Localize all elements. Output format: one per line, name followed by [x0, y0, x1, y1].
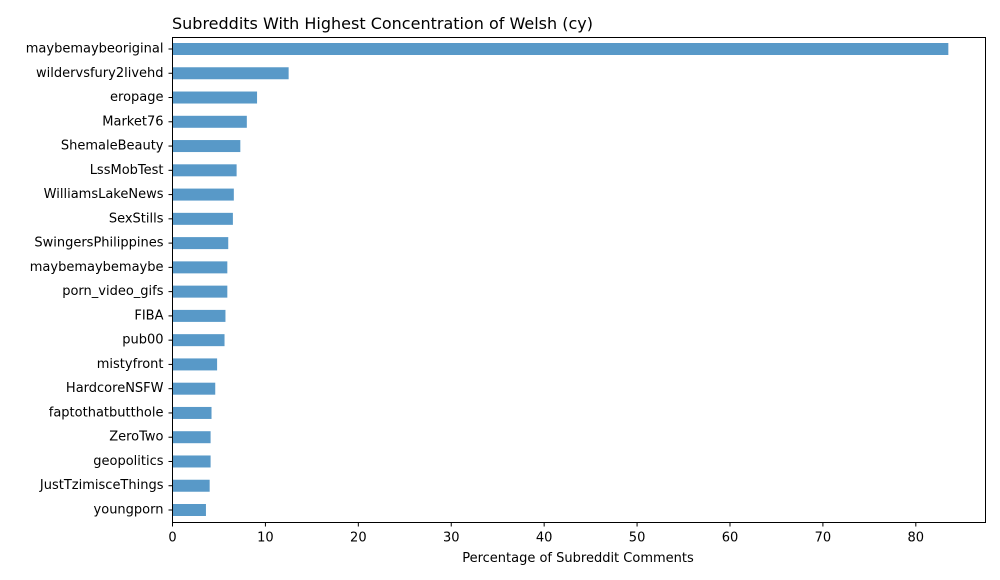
bar [172, 43, 949, 55]
y-tick-label: maybemaybemaybe [30, 260, 164, 275]
y-tick-label: LssMobTest [90, 163, 164, 178]
x-tick-label: 60 [722, 531, 739, 546]
y-tick-label: SwingersPhilippines [34, 236, 163, 251]
y-tick-label: WilliamsLakeNews [44, 187, 164, 202]
x-tick-label: 70 [815, 531, 832, 546]
bar [172, 188, 234, 201]
x-axis-label: Percentage of Subreddit Comments [462, 551, 694, 566]
y-tick-label: eropage [110, 90, 163, 105]
x-tick-label: 0 [168, 531, 176, 546]
x-tick-label: 80 [908, 531, 925, 546]
y-tick-label: maybemaybeoriginal [26, 42, 164, 57]
bar [172, 334, 225, 347]
bar [172, 140, 241, 153]
chart-title: Subreddits With Highest Concentration of… [172, 14, 593, 33]
y-tick-label: HardcoreNSFW [66, 381, 164, 396]
plot-area: maybemaybeoriginal wildervsfury2livehd ero… [26, 42, 949, 546]
y-tick-label: pub00 [122, 333, 163, 348]
bar [172, 455, 211, 468]
bar [172, 431, 211, 444]
bar [172, 309, 226, 322]
y-tick-label: ZeroTwo [109, 430, 163, 445]
bar [172, 67, 289, 80]
x-tick-label: 50 [629, 531, 646, 546]
y-tick-label: Market76 [102, 114, 163, 129]
y-tick-label: JustTzimisceThings [39, 478, 164, 493]
x-tick-label: 30 [443, 531, 460, 546]
x-tick-label: 10 [257, 531, 274, 546]
bar [172, 382, 216, 395]
bar [172, 164, 237, 177]
y-tick-label: SexStills [109, 211, 164, 226]
bar [172, 261, 228, 274]
bar [172, 504, 206, 516]
bar [172, 479, 210, 492]
bar [172, 212, 233, 225]
x-tick-label: 40 [536, 531, 553, 546]
y-tick-label: youngporn [94, 503, 164, 518]
bar [172, 406, 212, 419]
y-tick-label: wildervsfury2livehd [36, 66, 163, 81]
y-tick-label: geopolitics [93, 454, 163, 469]
y-tick-label: FIBA [134, 308, 163, 323]
plot-frame [172, 37, 986, 523]
bar [172, 358, 218, 371]
bar [172, 237, 229, 250]
y-tick-label: faptothatbutthole [49, 405, 164, 420]
y-tick-label: mistyfront [97, 357, 164, 372]
bar [172, 115, 247, 128]
y-tick-label: ShemaleBeauty [61, 139, 164, 154]
bar [172, 285, 228, 298]
bar [172, 91, 258, 104]
x-tick-label: 20 [350, 531, 367, 546]
y-tick-label: porn_video_gifs [62, 284, 164, 299]
